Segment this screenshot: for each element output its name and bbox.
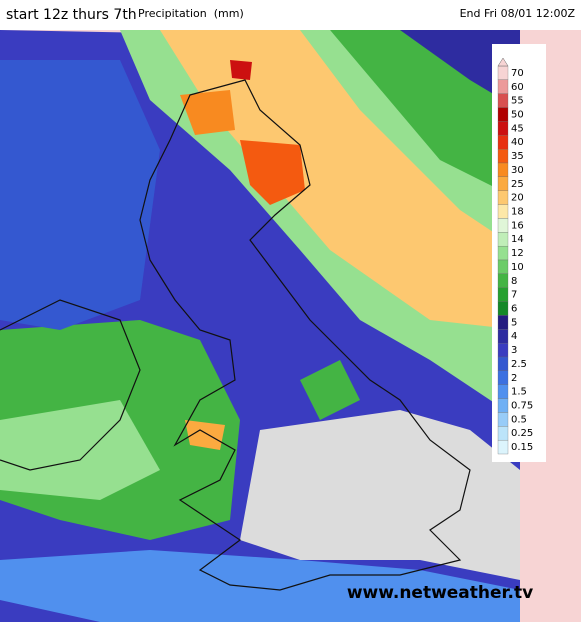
rain-band: [0, 60, 160, 330]
legend-swatch: [497, 301, 509, 316]
legend-label: 0.25: [511, 428, 533, 439]
legend-swatch: [497, 342, 509, 358]
rain-band: [0, 400, 160, 500]
legend-swatch: [497, 190, 509, 205]
rain-core: [240, 140, 305, 205]
legend-label: 25: [511, 179, 524, 190]
legend-label: 3: [511, 345, 517, 356]
legend-swatch: [497, 121, 509, 136]
legend-label: 2: [511, 373, 517, 384]
legend-swatch: [497, 439, 509, 455]
legend-arrow: [497, 57, 509, 67]
rain-core: [230, 60, 252, 80]
map-title: Precipitation (mm): [138, 7, 244, 20]
legend-label: 7: [511, 290, 517, 301]
legend-label: 30: [511, 165, 524, 176]
legend-label: 6: [511, 304, 517, 315]
legend-label: 5: [511, 317, 517, 328]
rain-band: [160, 30, 520, 330]
rain-core: [180, 90, 235, 135]
rain-band: [400, 30, 520, 110]
legend-label: 8: [511, 276, 517, 287]
valid-time: End Fri 08/01 12:00Z: [460, 7, 576, 20]
legend-swatch: [497, 232, 509, 247]
legend-swatch: [497, 162, 509, 178]
legend-label: 50: [511, 110, 524, 121]
legend-label: 20: [511, 193, 524, 204]
legend-label: 40: [511, 137, 524, 148]
legend-swatch: [497, 245, 509, 261]
legend-swatch: [497, 412, 509, 427]
rain-core: [185, 420, 225, 450]
legend-swatch: [497, 259, 509, 275]
legend-swatch: [497, 329, 509, 344]
legend-label: 1.5: [511, 387, 527, 398]
legend-label: 4: [511, 331, 517, 342]
legend-label: 18: [511, 207, 524, 218]
legend-swatch: [497, 176, 509, 191]
legend-label: 0.15: [511, 442, 533, 453]
watermark: www.netweather.tv: [347, 583, 533, 603]
legend-swatch: [497, 65, 509, 81]
legend-label: 10: [511, 262, 524, 273]
legend-label: 0.75: [511, 401, 533, 412]
coastline: [0, 299, 141, 471]
legend-label: 14: [511, 234, 524, 245]
legend-swatch: [497, 148, 509, 164]
coastline: [139, 79, 471, 591]
legend-swatch: [497, 426, 509, 441]
rain-core: [300, 360, 360, 420]
legend-label: 55: [511, 96, 524, 107]
header-bar: [0, 0, 581, 30]
legend-swatch: [497, 93, 509, 108]
legend-swatch: [497, 218, 509, 233]
legend-label: 12: [511, 248, 524, 259]
legend-swatch: [497, 287, 509, 302]
legend-swatch: [497, 370, 509, 385]
rain-band: [0, 550, 520, 622]
legend-label: 0.5: [511, 414, 527, 425]
legend-swatch: [497, 273, 509, 288]
legend-label: 16: [511, 220, 524, 231]
legend-swatch: [497, 204, 509, 219]
legend-label: 2.5: [511, 359, 527, 370]
legend-swatch: [497, 315, 509, 330]
legend-swatch: [497, 107, 509, 122]
run-label: start 12z thurs 7th: [6, 7, 137, 23]
legend-label: 35: [511, 151, 524, 162]
dry-area: [240, 410, 520, 580]
legend: 70 60 55 50 45 40 35 30 25 20 18 16 14 12 10 8 7 6 5 4 3 2.5 2…: [497, 57, 533, 455]
legend-swatch: [497, 135, 509, 150]
legend-swatch: [497, 79, 509, 94]
legend-label: 45: [511, 123, 524, 134]
legend-label: 70: [511, 68, 524, 79]
legend-swatch: [497, 398, 509, 413]
legend-swatch: [497, 356, 509, 372]
legend-label: 60: [511, 82, 524, 93]
legend-swatch: [497, 384, 509, 399]
